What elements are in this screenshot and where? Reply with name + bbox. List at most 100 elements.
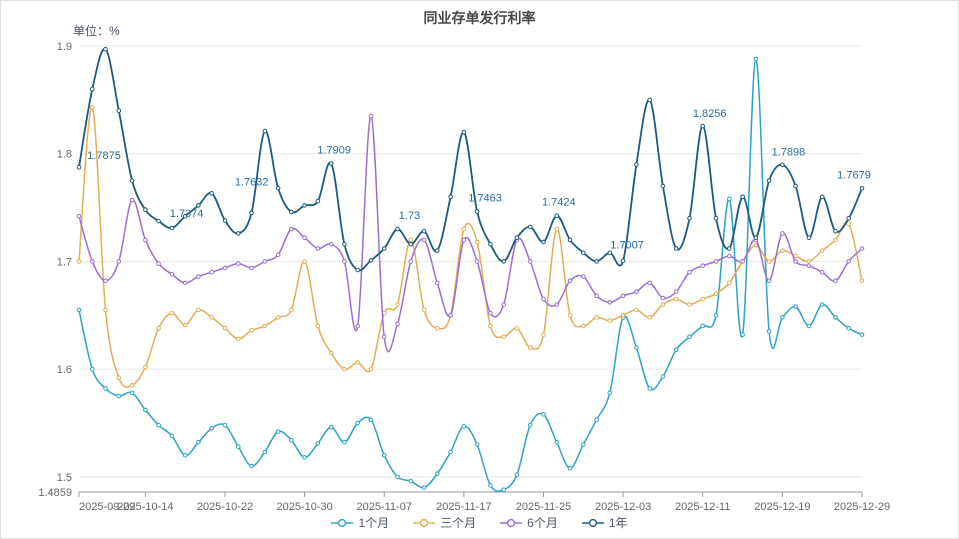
series-marker-1y <box>541 239 546 245</box>
series-marker-6m <box>249 265 254 271</box>
series-marker-3m <box>302 259 307 264</box>
series-marker-1m <box>474 442 480 447</box>
series-marker-1m <box>740 332 745 337</box>
series-marker-1m <box>328 425 334 430</box>
series-marker-1m <box>129 390 135 396</box>
series-marker-1m <box>687 334 692 340</box>
series-marker-1m <box>594 417 599 423</box>
series-marker-3m <box>421 307 427 313</box>
legend-marker-6m <box>500 518 523 527</box>
data-label: 1.7632 <box>235 176 269 188</box>
series-marker-1y <box>647 97 653 103</box>
series-marker-6m <box>806 263 812 269</box>
series-marker-6m <box>76 213 82 219</box>
series-marker-1m <box>209 426 214 431</box>
series-marker-6m <box>196 274 201 279</box>
series-marker-6m <box>315 246 321 251</box>
series-marker-1y <box>289 209 294 215</box>
series-marker-1y <box>395 226 400 232</box>
series-marker-3m <box>103 307 108 313</box>
series-marker-1y <box>673 246 679 251</box>
series-marker-6m <box>408 259 414 264</box>
series-marker-1y <box>527 224 533 230</box>
series-marker-1y <box>607 250 613 256</box>
series-marker-1y <box>753 235 759 240</box>
series-marker-1y <box>846 216 852 221</box>
series-marker-3m <box>222 325 228 331</box>
series-marker-1y <box>594 259 599 264</box>
legend-item-6m[interactable]: 6个月 <box>500 514 558 531</box>
series-marker-3m <box>156 325 161 331</box>
series-marker-1m <box>302 455 307 460</box>
series-marker-6m <box>541 296 546 302</box>
data-label: 1.73 <box>399 210 420 222</box>
series-marker-1m <box>541 412 546 417</box>
series-marker-1y <box>169 225 175 231</box>
series-marker-3m <box>90 105 95 110</box>
series-marker-1y <box>76 164 82 170</box>
series-marker-1y <box>421 228 427 234</box>
series-marker-1y <box>806 235 812 240</box>
series-marker-3m <box>169 310 175 316</box>
series-marker-1y <box>368 258 374 263</box>
series-marker-6m <box>713 259 719 264</box>
series-marker-1y <box>581 250 586 256</box>
series-marker-1m <box>435 471 440 476</box>
series-marker-3m <box>859 278 865 284</box>
series-marker-1y <box>687 216 692 221</box>
series-marker-1y <box>501 259 507 264</box>
series-marker-1m <box>381 453 387 458</box>
series-marker-1m <box>156 422 161 428</box>
series-marker-1m <box>342 440 347 445</box>
series-marker-1m <box>275 429 281 434</box>
series-marker-6m <box>793 259 798 264</box>
series-marker-3m <box>607 318 613 323</box>
series-marker-6m <box>607 300 613 305</box>
series-marker-3m <box>514 325 520 331</box>
series-marker-6m <box>209 269 214 275</box>
legend-label-1y: 1年 <box>608 516 628 530</box>
legend-item-1y[interactable]: 1年 <box>581 514 628 531</box>
series-marker-3m <box>687 302 692 307</box>
series-marker-1m <box>753 56 759 62</box>
series-marker-6m <box>448 313 453 318</box>
series-marker-6m <box>129 197 135 203</box>
series-marker-6m <box>766 278 772 284</box>
series-marker-6m <box>673 289 679 294</box>
series-marker-1m <box>713 313 719 318</box>
series-marker-1y <box>129 178 135 183</box>
x-tick-label: 2025-09-29 <box>79 501 135 513</box>
series-marker-6m <box>236 261 241 266</box>
series-marker-3m <box>249 328 254 333</box>
series-marker-6m <box>780 231 785 236</box>
series-marker-1y <box>567 237 573 243</box>
series-marker-6m <box>395 321 400 327</box>
legend-item-3m[interactable]: 三个月 <box>413 514 476 531</box>
series-marker-1y <box>116 108 122 113</box>
legend-marker-1y <box>581 518 604 527</box>
series-marker-6m <box>501 302 507 307</box>
legend-item-1m[interactable]: 1个月 <box>331 514 389 531</box>
series-marker-1m <box>421 485 427 490</box>
x-tick-label: 2025-11-17 <box>436 501 491 513</box>
series-marker-1m <box>196 440 201 445</box>
series-marker-1y <box>209 191 214 196</box>
series-marker-1m <box>527 422 533 428</box>
series-marker-1y <box>103 46 108 52</box>
y-tick-label: 1.6 <box>57 364 72 376</box>
x-tick-label: 2025-10-14 <box>117 501 173 513</box>
series-marker-1y <box>448 194 453 200</box>
series-marker-1m <box>581 442 586 447</box>
series-marker-1y <box>514 235 520 240</box>
x-tick-label: 2025-12-11 <box>675 501 730 513</box>
series-marker-3m <box>262 323 268 329</box>
series-marker-1m <box>368 417 374 423</box>
series-marker-1y <box>275 185 281 191</box>
series-marker-3m <box>727 280 732 286</box>
series-marker-3m <box>368 366 374 372</box>
series-marker-1y <box>766 178 772 183</box>
series-marker-1y <box>634 162 639 167</box>
series-marker-3m <box>196 307 201 313</box>
data-label: 1.7374 <box>170 208 204 220</box>
